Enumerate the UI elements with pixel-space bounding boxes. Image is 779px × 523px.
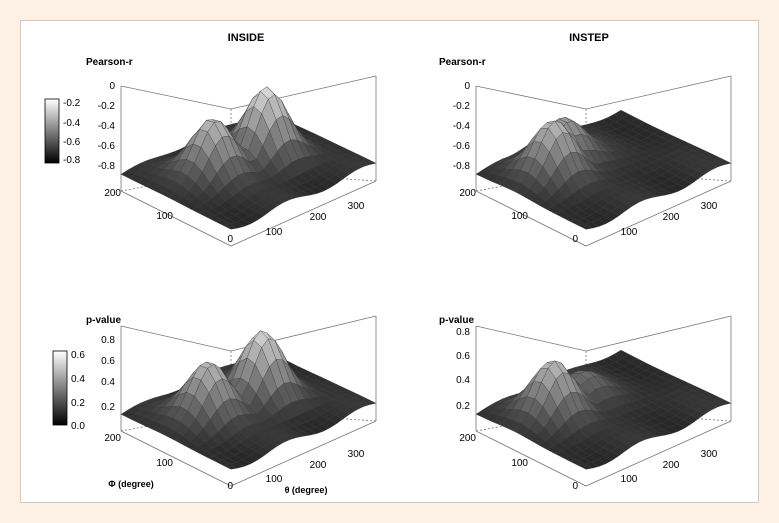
- colorbar-tick: 0.0: [71, 421, 85, 432]
- z-tick: -0.8: [98, 161, 116, 172]
- x-tick: 200: [663, 460, 680, 471]
- z-tick: -0.6: [98, 141, 116, 152]
- figure-svg: INSIDE Pearson-r 0 -0.2 -0.4 -0.6 -0.8 2…: [44, 32, 732, 495]
- z-tick: 0: [109, 81, 115, 92]
- y-tick: 0: [572, 234, 578, 245]
- z-tick: 0.8: [101, 335, 115, 346]
- surface: [120, 86, 377, 230]
- z-tick: 0: [464, 81, 470, 92]
- z-tick: -0.2: [98, 101, 116, 112]
- colorbar-gradient: [52, 350, 68, 426]
- z-tick: -0.8: [453, 161, 471, 172]
- surface: [120, 330, 377, 470]
- x-tick: 300: [701, 449, 718, 460]
- y-tick: 100: [156, 458, 173, 469]
- z-tick: 0.8: [456, 327, 470, 338]
- figure-panel: INSIDE Pearson-r 0 -0.2 -0.4 -0.6 -0.8 2…: [20, 20, 759, 503]
- y-axis-label: Φ (degree): [108, 479, 153, 489]
- y-tick: 200: [459, 433, 476, 444]
- subplot-title: INSIDE: [228, 32, 265, 44]
- surface-facet: [716, 159, 732, 165]
- x-axis-label: θ (degree): [285, 485, 328, 495]
- subplot-inside-pvalue: p-value 0.8 0.6 0.4 0.2 200 100 0 100 20…: [52, 315, 377, 495]
- colorbar: -0.2 -0.4 -0.6 -0.8: [44, 98, 81, 166]
- x-tick: 300: [348, 449, 365, 460]
- y-tick: 200: [104, 188, 121, 199]
- y-tick: 0: [227, 234, 233, 245]
- z-tick: -0.4: [98, 121, 116, 132]
- z-axis-label: Pearson-r: [439, 57, 486, 68]
- x-tick: 200: [310, 460, 327, 471]
- colorbar-tick: 0.2: [71, 398, 85, 409]
- z-tick: -0.6: [453, 141, 471, 152]
- x-tick: 200: [663, 212, 680, 223]
- x-tick: 200: [310, 212, 327, 223]
- subplot-instep-pvalue: p-value 0.8 0.6 0.4 0.2 200 100 0 100 20…: [439, 315, 732, 492]
- y-tick: 0: [572, 481, 578, 492]
- y-tick: 200: [104, 433, 121, 444]
- subplot-instep-pearson: INSTEP Pearson-r 0 -0.2 -0.4 -0.6 -0.8 2…: [439, 32, 732, 247]
- x-tick: 100: [621, 227, 638, 238]
- x-tick: 300: [348, 201, 365, 212]
- x-tick: 100: [266, 227, 283, 238]
- z-axis-label: p-value: [86, 315, 121, 326]
- z-axis-label: p-value: [439, 315, 474, 326]
- surface-facet: [361, 159, 377, 165]
- z-tick: 0.2: [101, 402, 115, 413]
- y-tick: 100: [511, 458, 528, 469]
- colorbar: 0.6 0.4 0.2 0.0: [52, 350, 85, 432]
- colorbar-tick: -0.2: [63, 98, 81, 109]
- y-tick: 0: [227, 481, 233, 492]
- z-tick: 0.4: [456, 375, 470, 386]
- z-tick: 0.2: [456, 401, 470, 412]
- surface-facet: [361, 399, 377, 405]
- subplot-title: INSTEP: [569, 32, 609, 44]
- x-tick: 100: [621, 474, 638, 485]
- surface-facet: [716, 399, 732, 405]
- surface: [475, 109, 732, 230]
- colorbar-gradient: [44, 98, 60, 164]
- z-tick: 0.4: [101, 377, 115, 388]
- colorbar-tick: -0.6: [63, 137, 81, 148]
- x-tick: 300: [701, 201, 718, 212]
- colorbar-tick: 0.4: [71, 374, 85, 385]
- z-axis-label: Pearson-r: [86, 57, 133, 68]
- x-tick: 100: [266, 474, 283, 485]
- colorbar-tick: 0.6: [71, 350, 85, 361]
- surface: [475, 349, 732, 470]
- colorbar-tick: -0.4: [63, 118, 81, 129]
- y-tick: 200: [459, 188, 476, 199]
- colorbar-tick: -0.8: [63, 155, 81, 166]
- z-tick: -0.2: [453, 101, 471, 112]
- y-tick: 100: [156, 211, 173, 222]
- subplot-inside-pearson: INSIDE Pearson-r 0 -0.2 -0.4 -0.6 -0.8 2…: [44, 32, 377, 247]
- z-tick: 0.6: [101, 356, 115, 367]
- z-tick: 0.6: [456, 351, 470, 362]
- y-tick: 100: [511, 211, 528, 222]
- z-tick: -0.4: [453, 121, 471, 132]
